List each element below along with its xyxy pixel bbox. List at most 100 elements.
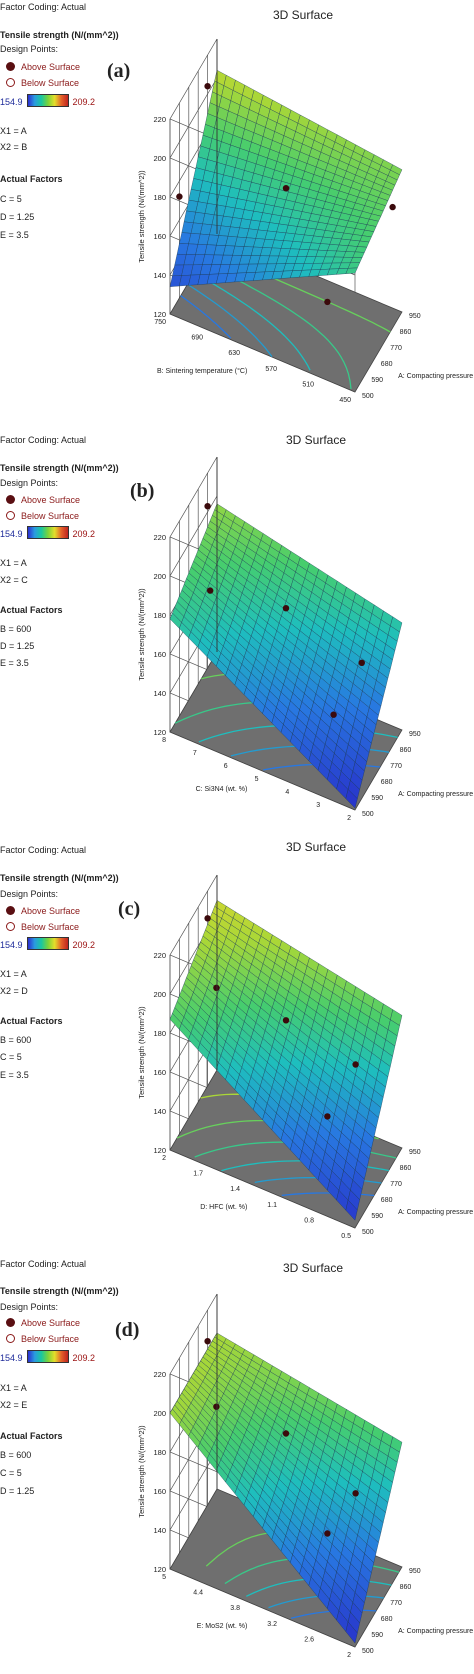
surface-cell — [336, 268, 349, 275]
surface-cell — [274, 992, 287, 1008]
surface-cell — [190, 959, 204, 975]
wall-gridline — [169, 913, 356, 1073]
surface-cell — [350, 181, 363, 192]
design-point — [352, 1490, 359, 1497]
surface-cell — [225, 272, 238, 283]
surface-cell — [186, 1380, 199, 1395]
surface-cell — [227, 1064, 240, 1083]
surface-cell — [234, 1043, 247, 1061]
surface-cell — [202, 1029, 215, 1047]
surface-cell — [304, 726, 316, 745]
surface-cell — [313, 653, 326, 670]
surface-cell — [246, 679, 259, 698]
surface-cell — [304, 685, 317, 703]
surface-cell — [334, 134, 347, 147]
contour-line — [193, 272, 311, 371]
surface-cell — [281, 207, 294, 218]
surface-cell — [218, 1398, 231, 1413]
surface-cell — [359, 690, 372, 709]
surface-cell — [364, 1452, 377, 1470]
surface-cell — [253, 202, 266, 213]
surface-cell — [292, 684, 305, 703]
surface-cell — [234, 1081, 247, 1101]
surface-cell — [251, 527, 264, 541]
surface-cell — [306, 1459, 319, 1476]
surface-cell — [371, 208, 384, 217]
surface-cell — [390, 616, 403, 633]
surface-cell — [223, 604, 236, 621]
surface-cell — [227, 1437, 240, 1454]
surface-cell — [350, 601, 363, 617]
surface-cell — [329, 1034, 342, 1052]
surface-cell — [311, 174, 324, 186]
surface-cell — [346, 617, 359, 634]
surface-cell — [209, 182, 222, 196]
surface-cell — [350, 1084, 363, 1103]
surface-cell — [232, 245, 245, 256]
surface-cell — [209, 1009, 222, 1026]
surface-cell — [302, 1401, 315, 1416]
surface-cell — [216, 1351, 229, 1363]
surface-cell — [306, 1422, 319, 1437]
surface-panel: Factor Coding: Actual Tensile strength (N… — [0, 0, 474, 418]
surface-cell — [355, 1111, 368, 1131]
surface-cell — [336, 735, 349, 754]
surface-cell — [357, 743, 370, 763]
surface-cell — [322, 1483, 335, 1501]
surface-cell — [239, 957, 252, 972]
surface-cell — [327, 1087, 340, 1106]
surface-cell — [378, 1440, 391, 1457]
wall-gridline — [169, 1069, 356, 1229]
surface-cell — [273, 1112, 286, 1132]
surface-cell — [207, 520, 220, 534]
surface-cell — [390, 164, 403, 176]
surface-cell — [255, 651, 268, 668]
surface-cell — [283, 601, 296, 617]
surface-cell — [262, 127, 275, 141]
surface-cell — [316, 124, 329, 138]
x1-assignment: X1 = A — [0, 969, 27, 979]
response-surface — [169, 1332, 403, 1644]
surface-cell — [306, 220, 319, 230]
y-tick-label: 2 — [162, 1155, 166, 1162]
surface-cell — [390, 1009, 403, 1026]
surface-cell — [304, 1466, 317, 1484]
surface-cell — [317, 761, 330, 781]
surface-cell — [332, 203, 345, 214]
surface-cell — [207, 1394, 220, 1409]
surface-cell — [313, 228, 326, 238]
surface-cell — [225, 1072, 238, 1090]
surface-cell — [211, 1038, 224, 1056]
surface-cell — [199, 1035, 212, 1054]
surface-cell — [255, 229, 268, 240]
surface-cell — [227, 991, 241, 1007]
surface-cell — [225, 533, 238, 548]
surface-cell — [369, 698, 382, 716]
surface-cell — [269, 1499, 282, 1518]
surface-cell — [281, 1046, 294, 1064]
surface-cell — [339, 1041, 352, 1059]
surface-cell — [200, 1356, 213, 1369]
surface-cell — [216, 235, 229, 246]
surface-cell — [360, 1001, 373, 1018]
surface-cell — [267, 1401, 280, 1416]
surface-cell — [359, 734, 372, 753]
surface-cell — [264, 195, 278, 207]
surface-cell — [179, 1392, 192, 1408]
surface-cell — [239, 138, 252, 152]
surface-cell — [242, 84, 255, 101]
surface-cell — [246, 1365, 259, 1378]
surface-cell — [329, 148, 343, 161]
surface-cell — [359, 1563, 372, 1584]
surface-cell — [295, 194, 308, 205]
surface-cell — [315, 191, 328, 202]
surface-cell — [243, 1052, 256, 1070]
surface-cell — [195, 979, 208, 996]
surface-cell — [345, 193, 359, 204]
surface-cell — [197, 1442, 210, 1460]
surface-cell — [207, 582, 220, 598]
surface-cell — [269, 1395, 282, 1410]
surface-cell — [327, 216, 340, 226]
surface-cell — [334, 744, 347, 763]
surface-cell — [378, 165, 391, 176]
